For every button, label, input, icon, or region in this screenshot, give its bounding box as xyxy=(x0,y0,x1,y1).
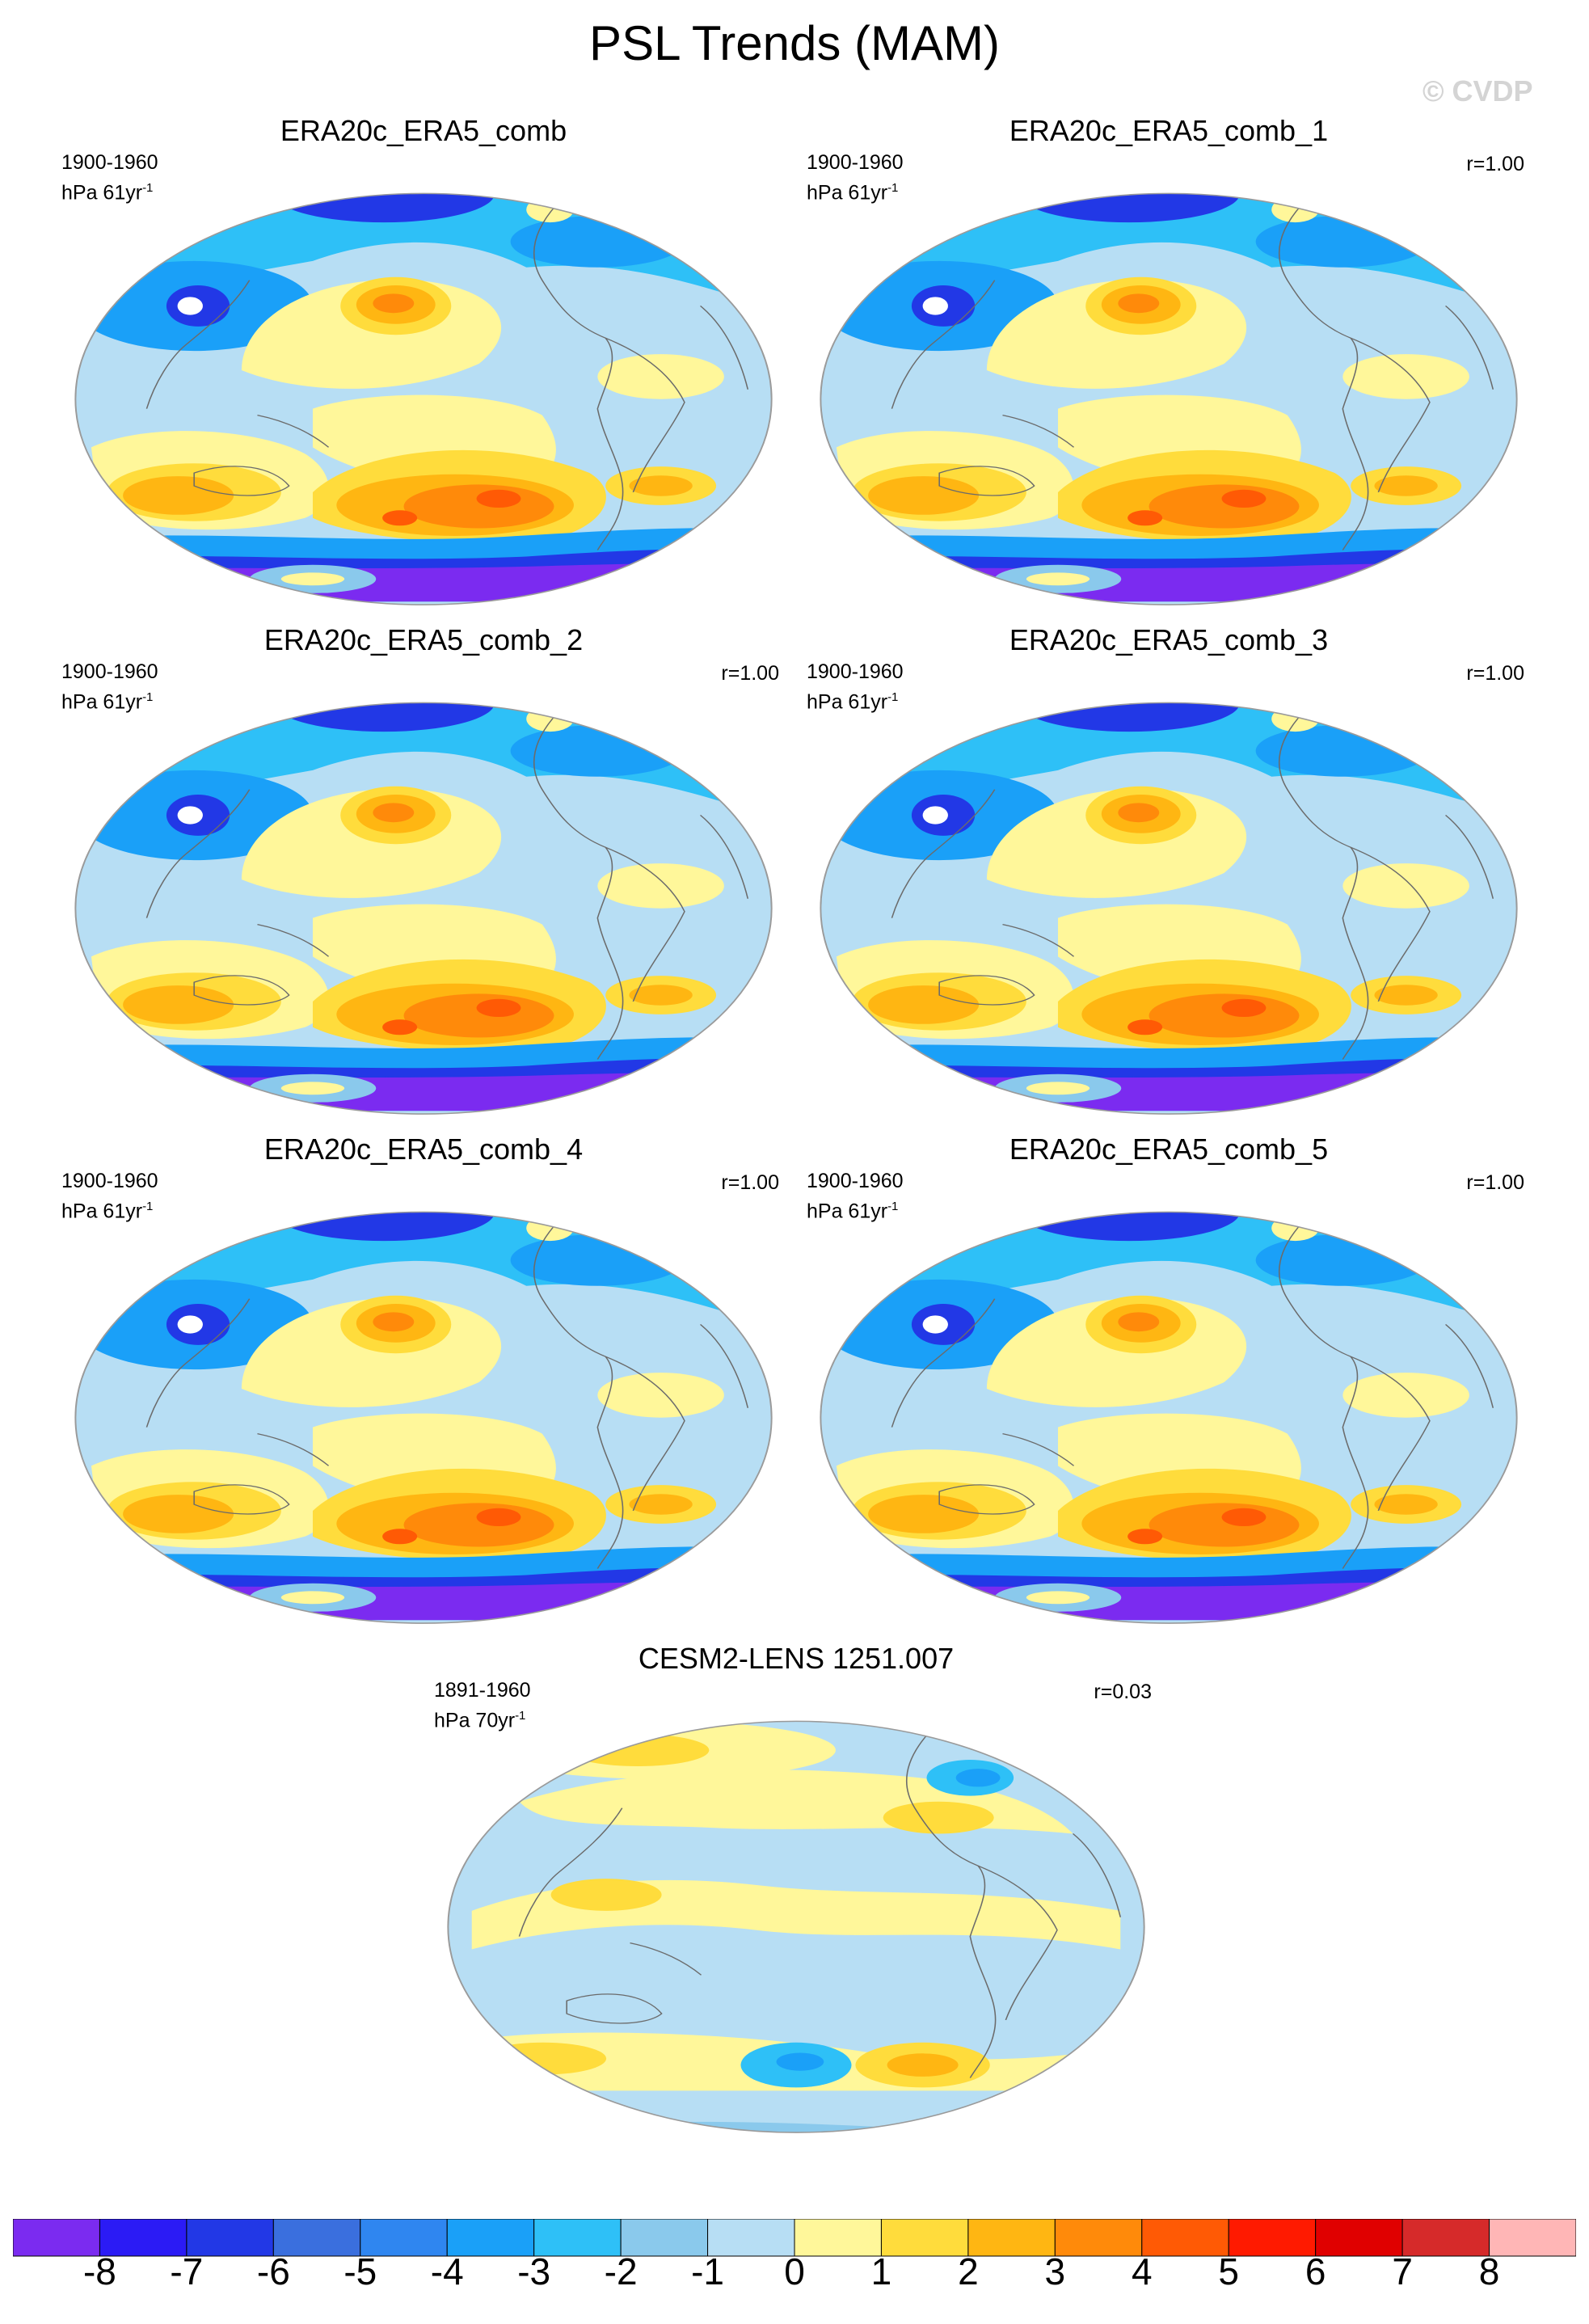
period-label: 1900-1960 xyxy=(807,151,904,174)
pattern-correlation: r=1.00 xyxy=(721,662,779,685)
period-label: 1900-1960 xyxy=(807,660,904,683)
panel-period-units: 1891-1960 hPa 70yr-1 xyxy=(434,1678,531,1733)
colorbar-box xyxy=(794,2219,882,2257)
world-map xyxy=(820,1211,1518,1624)
units-exponent: -1 xyxy=(142,181,154,195)
colorbar-tick-label: 6 xyxy=(1304,2250,1326,2292)
colorbar-box xyxy=(1489,2219,1576,2257)
colorbar-box xyxy=(272,2219,361,2257)
colorbar-box xyxy=(1054,2219,1143,2257)
units-exponent: -1 xyxy=(887,181,899,195)
world-map xyxy=(74,702,773,1115)
units-text: hPa 61yr xyxy=(807,181,888,205)
panel-title: ERA20c_ERA5_comb_5 xyxy=(1009,1132,1329,1166)
panel-title: ERA20c_ERA5_comb_4 xyxy=(263,1132,584,1166)
panel-period-units: 1900-1960 hPa 61yr-1 xyxy=(807,150,904,205)
panel-period-units: 1900-1960 hPa 61yr-1 xyxy=(61,1169,158,1224)
colorbar-tick-label: -3 xyxy=(517,2250,551,2292)
period-label: 1900-1960 xyxy=(61,660,158,683)
units-text: hPa 70yr xyxy=(434,1709,516,1732)
units-text: hPa 61yr xyxy=(61,181,143,205)
colorbar-box xyxy=(1401,2219,1490,2257)
colorbar-box xyxy=(533,2219,622,2257)
colorbar-tick-label: 0 xyxy=(784,2250,805,2292)
map-panel: ERA20c_ERA5_comb 1900-1960 hPa 61yr-1 xyxy=(52,113,795,614)
pattern-correlation: r=1.00 xyxy=(1466,662,1524,685)
colorbar-tick-label: -6 xyxy=(256,2250,290,2292)
panel-period-units: 1900-1960 hPa 61yr-1 xyxy=(807,660,904,715)
world-map xyxy=(820,702,1518,1115)
panel-title: CESM2-LENS 1251.007 xyxy=(638,1642,955,1675)
colorbar-box xyxy=(1228,2219,1317,2257)
world-map xyxy=(820,192,1518,605)
pattern-correlation: r=1.00 xyxy=(1466,153,1524,175)
period-label: 1900-1960 xyxy=(807,1170,904,1192)
units-label: hPa 61yr-1 xyxy=(807,685,904,715)
units-text: hPa 61yr xyxy=(807,690,888,714)
colorbar xyxy=(13,2219,1576,2257)
colorbar-box xyxy=(186,2219,274,2257)
units-label: hPa 61yr-1 xyxy=(807,175,904,205)
colorbar-box xyxy=(880,2219,969,2257)
colorbar-box xyxy=(99,2219,188,2257)
units-label: hPa 61yr-1 xyxy=(807,1194,904,1224)
colorbar-tick-label: 8 xyxy=(1478,2250,1500,2292)
panel-period-units: 1900-1960 hPa 61yr-1 xyxy=(61,150,158,205)
colorbar-tick-label: -2 xyxy=(604,2250,638,2292)
colorbar-box xyxy=(707,2219,795,2257)
colorbar-tick-label: -1 xyxy=(691,2250,724,2292)
panel-title: ERA20c_ERA5_comb_3 xyxy=(1009,623,1329,656)
colorbar-tick-label: -8 xyxy=(82,2250,116,2292)
panel-title: ERA20c_ERA5_comb_1 xyxy=(1009,114,1329,147)
period-label: 1900-1960 xyxy=(61,151,158,174)
units-exponent: -1 xyxy=(142,690,154,704)
panel-title: ERA20c_ERA5_comb_2 xyxy=(263,623,584,656)
colorbar-tick-label: 5 xyxy=(1218,2250,1240,2292)
map-panel: ERA20c_ERA5_comb_3 1900-1960 hPa 61yr-1 r=1… xyxy=(797,622,1541,1124)
units-exponent: -1 xyxy=(887,690,899,704)
map-panel: ERA20c_ERA5_comb_1 1900-1960 hPa 61yr-1 r=1… xyxy=(797,113,1541,614)
map-panel: ERA20c_ERA5_comb_2 1900-1960 hPa 61yr-1 r=1… xyxy=(52,622,795,1124)
world-map xyxy=(74,1211,773,1624)
world-map xyxy=(447,1720,1145,2133)
colorbar-box xyxy=(1315,2219,1403,2257)
map-panel: ERA20c_ERA5_comb_5 1900-1960 hPa 61yr-1 r=1… xyxy=(797,1132,1541,1633)
units-label: hPa 61yr-1 xyxy=(61,1194,158,1224)
colorbar-box xyxy=(446,2219,535,2257)
world-map xyxy=(74,192,773,605)
colorbar-tick-label: 4 xyxy=(1131,2250,1153,2292)
panel-title: ERA20c_ERA5_comb xyxy=(280,114,567,147)
period-label: 1900-1960 xyxy=(61,1170,158,1192)
colorbar-labels: -8 -7 -6 -5 -4 -3 -2 -1 0 1 2 3 4 5 6 7 8 xyxy=(0,2247,1589,2304)
colorbar-box xyxy=(967,2219,1056,2257)
pattern-correlation: r=0.03 xyxy=(1094,1681,1152,1703)
panel-period-units: 1900-1960 hPa 61yr-1 xyxy=(61,660,158,715)
units-text: hPa 61yr xyxy=(807,1200,888,1223)
colorbar-tick-label: -7 xyxy=(170,2250,204,2292)
period-label: 1891-1960 xyxy=(434,1679,531,1702)
panel-period-units: 1900-1960 hPa 61yr-1 xyxy=(807,1169,904,1224)
colorbar-tick-label: -4 xyxy=(430,2250,464,2292)
pattern-correlation: r=1.00 xyxy=(1466,1171,1524,1194)
map-panel: CESM2-LENS 1251.007 1891-1960 hPa 70yr-1 r=… xyxy=(424,1641,1168,2142)
colorbar-tick-label: -5 xyxy=(344,2250,377,2292)
colorbar-tick-label: 7 xyxy=(1392,2250,1413,2292)
units-label: hPa 61yr-1 xyxy=(61,685,158,715)
colorbar-tick-label: 2 xyxy=(958,2250,979,2292)
units-exponent: -1 xyxy=(515,1709,526,1723)
units-exponent: -1 xyxy=(142,1200,154,1213)
colorbar-box xyxy=(620,2219,709,2257)
units-label: hPa 70yr-1 xyxy=(434,1703,531,1733)
map-panel: ERA20c_ERA5_comb_4 1900-1960 hPa 61yr-1 r=1… xyxy=(52,1132,795,1633)
units-text: hPa 61yr xyxy=(61,1200,143,1223)
units-text: hPa 61yr xyxy=(61,690,143,714)
units-exponent: -1 xyxy=(887,1200,899,1213)
pattern-correlation: r=1.00 xyxy=(721,1171,779,1194)
figure-title: PSL Trends (MAM) xyxy=(589,16,1000,70)
units-label: hPa 61yr-1 xyxy=(61,175,158,205)
watermark: © CVDP xyxy=(1423,74,1533,108)
colorbar-box xyxy=(1141,2219,1229,2257)
colorbar-tick-label: 1 xyxy=(870,2250,892,2292)
colorbar-tick-label: 3 xyxy=(1044,2250,1066,2292)
